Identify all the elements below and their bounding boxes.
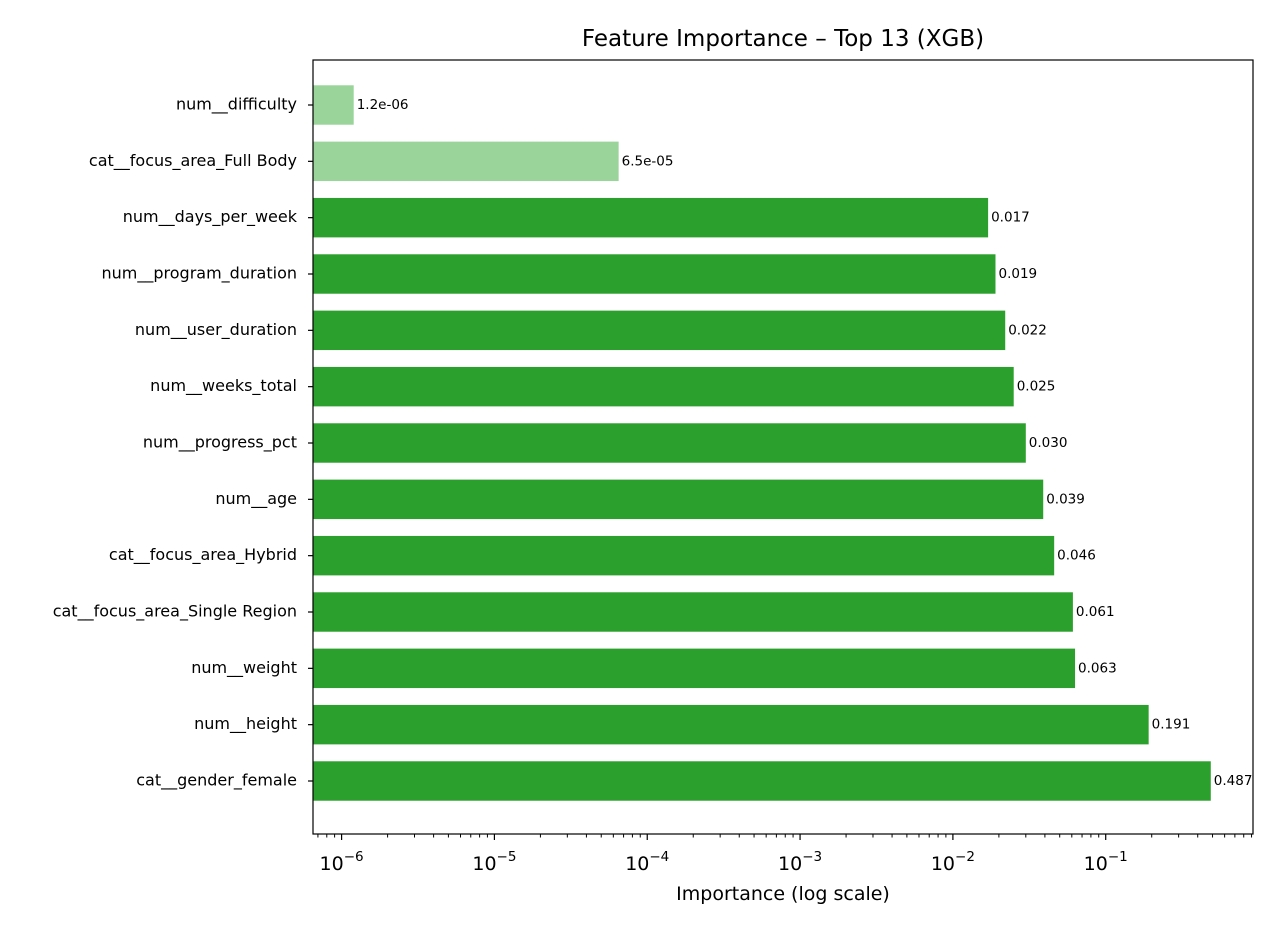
x-tick-label-exponent: −1 <box>1108 849 1128 865</box>
x-tick-label-base: 10 <box>320 853 344 875</box>
x-tick-label: 10−3 <box>778 849 822 875</box>
x-tick-label-exponent: −6 <box>344 849 364 865</box>
category-label: cat__gender_female <box>136 771 297 791</box>
chart-title: Feature Importance – Top 13 (XGB) <box>582 26 984 52</box>
category-label: num__age <box>215 489 297 509</box>
category-label: num__weeks_total <box>150 376 297 396</box>
x-tick-label-exponent: −2 <box>955 849 975 865</box>
x-tick-label: 10−2 <box>931 849 975 875</box>
x-tick-label-exponent: −4 <box>649 849 669 865</box>
bar <box>313 704 1149 745</box>
bar-value-label: 1.2e-06 <box>357 97 409 113</box>
bar-value-label: 0.191 <box>1152 717 1191 733</box>
value-labels-layer: 1.2e-06 6.5e-05 0.017 0.019 0.022 0.025 0.030 0… <box>357 97 1253 789</box>
category-label: num__weight <box>191 658 297 678</box>
bar <box>313 479 1044 520</box>
x-tick-label-exponent: −5 <box>497 849 517 865</box>
x-tick-label: 10−5 <box>472 849 516 875</box>
bar <box>313 592 1073 632</box>
bar <box>313 648 1076 689</box>
bar-value-label: 0.025 <box>1017 379 1056 395</box>
bar-value-label: 0.063 <box>1078 660 1117 676</box>
bar <box>313 366 1014 407</box>
bar-value-label: 6.5e-05 <box>622 153 674 169</box>
bar-value-label: 0.061 <box>1076 604 1115 620</box>
x-tick-label-base: 10 <box>472 853 496 875</box>
x-tick-label: 10−4 <box>625 849 669 875</box>
bar-value-label: 0.046 <box>1057 548 1096 564</box>
category-label: num__difficulty <box>176 95 297 115</box>
x-tick-label-base: 10 <box>625 853 649 875</box>
bar-value-label: 0.487 <box>1214 773 1253 789</box>
x-tick-label-base: 10 <box>931 853 955 875</box>
bar <box>313 310 1006 351</box>
x-tick-label: 10−1 <box>1084 849 1128 875</box>
bar <box>313 141 619 182</box>
bar <box>313 197 989 238</box>
bar <box>313 423 1026 463</box>
plot-frame <box>312 59 1254 835</box>
x-tick-label: 10−6 <box>320 849 364 875</box>
category-label: num__days_per_week <box>123 207 298 227</box>
x-tick-label-base: 10 <box>1084 853 1108 875</box>
bar-value-label: 0.019 <box>998 266 1037 282</box>
bar <box>313 85 354 125</box>
bar-value-label: 0.039 <box>1046 491 1085 507</box>
category-label: cat__focus_area_Single Region <box>53 602 297 622</box>
category-label: num__progress_pct <box>143 433 297 453</box>
bar <box>313 535 1055 576</box>
x-tick-label-exponent: −3 <box>802 849 822 865</box>
x-tick-label-base: 10 <box>778 853 802 875</box>
x-axis-label: Importance (log scale) <box>676 883 890 905</box>
bar-value-label: 0.022 <box>1008 322 1047 338</box>
category-label: num__user_duration <box>135 320 297 340</box>
bar <box>313 761 1211 801</box>
category-label: cat__focus_area_Hybrid <box>109 545 297 565</box>
x-axis-ticks-layer: 10−6 10−5 10−4 10−3 10−2 10−1 <box>308 104 1253 875</box>
bars-layer <box>313 85 1211 801</box>
category-labels-layer: num__difficulty cat__focus_area_Full Body… <box>53 95 298 791</box>
bar-value-label: 0.030 <box>1029 435 1068 451</box>
category-label: num__height <box>194 714 297 734</box>
category-label: num__program_duration <box>102 264 298 284</box>
bar-value-label: 0.017 <box>991 210 1030 226</box>
category-label: cat__focus_area_Full Body <box>89 151 297 171</box>
bar <box>313 254 996 294</box>
